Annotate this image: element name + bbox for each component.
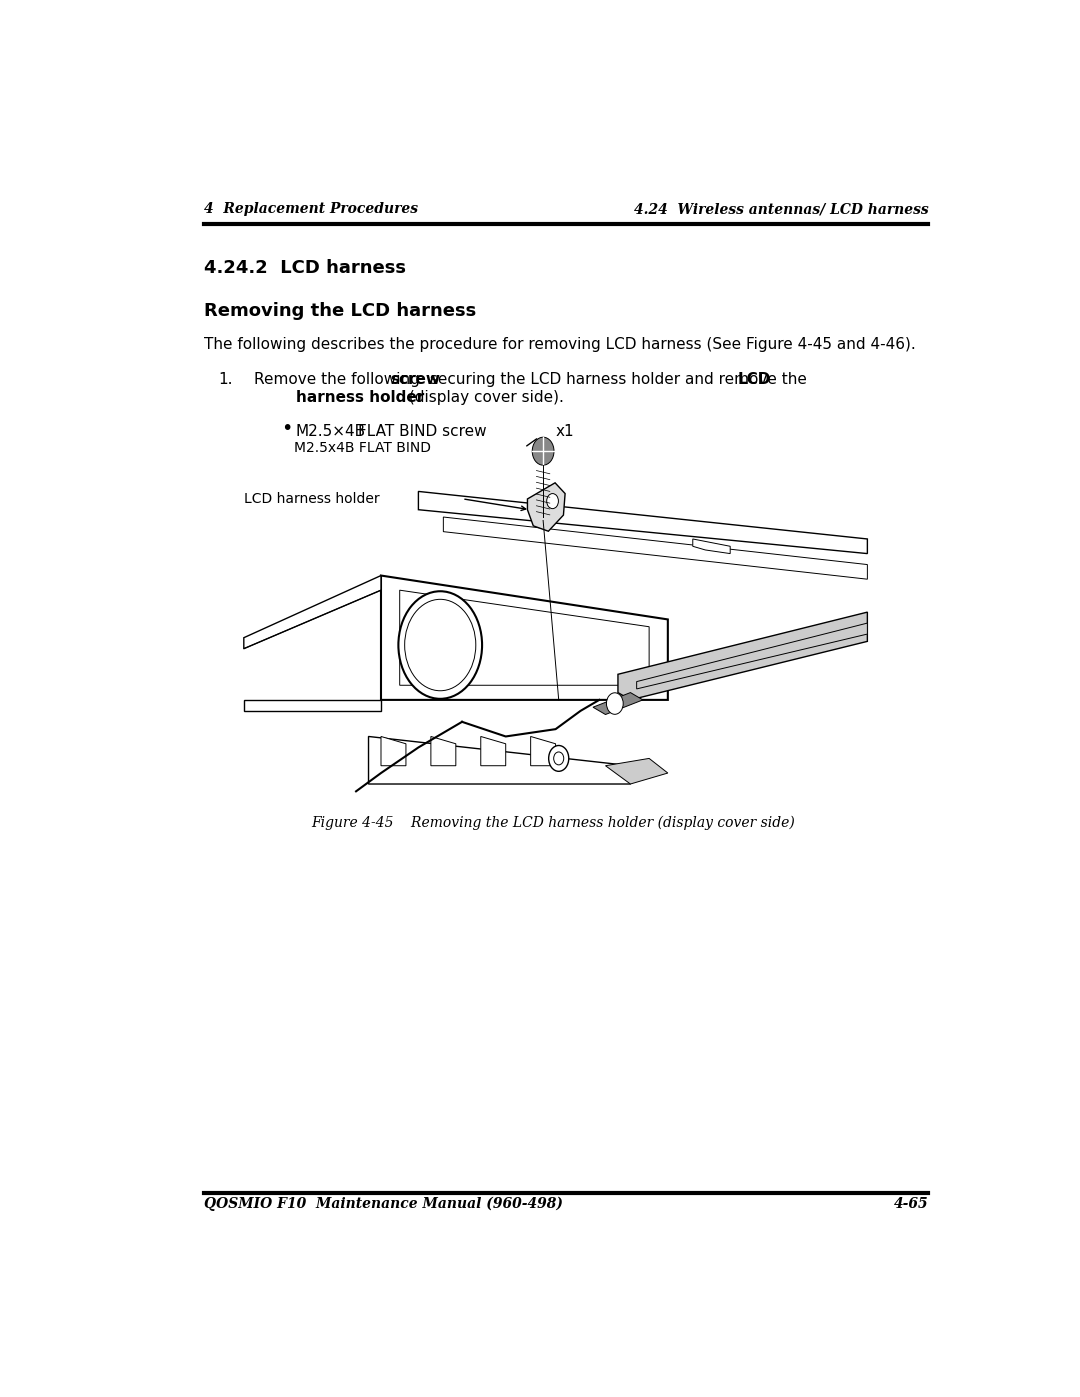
Circle shape — [549, 746, 569, 771]
Text: 4.24.2  LCD harness: 4.24.2 LCD harness — [204, 258, 406, 277]
Text: screw: screw — [391, 372, 441, 387]
Polygon shape — [368, 736, 631, 784]
Text: Figure 4-45    Removing the LCD harness holder (display cover side): Figure 4-45 Removing the LCD harness hol… — [312, 816, 795, 830]
Circle shape — [399, 591, 482, 698]
Polygon shape — [381, 576, 667, 700]
Text: Removing the LCD harness: Removing the LCD harness — [204, 302, 476, 320]
Text: QOSMIO F10  Maintenance Manual (960-498): QOSMIO F10 Maintenance Manual (960-498) — [204, 1197, 563, 1211]
Polygon shape — [244, 576, 381, 648]
Polygon shape — [593, 693, 643, 714]
Text: •: • — [281, 419, 292, 439]
Polygon shape — [431, 736, 456, 766]
Polygon shape — [636, 623, 867, 689]
Polygon shape — [606, 759, 667, 784]
Text: M2.5×4B: M2.5×4B — [296, 423, 366, 439]
Polygon shape — [444, 517, 867, 580]
Circle shape — [554, 752, 564, 766]
Text: LCD: LCD — [738, 372, 771, 387]
Polygon shape — [400, 590, 649, 686]
Polygon shape — [381, 736, 406, 766]
Polygon shape — [692, 539, 730, 553]
Text: 4.24  Wireless antennas/ LCD harness: 4.24 Wireless antennas/ LCD harness — [634, 203, 929, 217]
Text: 4  Replacement Procedures: 4 Replacement Procedures — [204, 203, 418, 217]
Polygon shape — [481, 736, 505, 766]
Text: The following describes the procedure for removing LCD harness (See Figure 4-45 : The following describes the procedure fo… — [204, 337, 916, 352]
Text: 1.: 1. — [218, 372, 233, 387]
Text: x1: x1 — [555, 423, 573, 439]
Circle shape — [546, 493, 558, 509]
Polygon shape — [527, 483, 565, 531]
Circle shape — [607, 693, 623, 714]
Polygon shape — [418, 492, 867, 553]
Circle shape — [405, 599, 476, 690]
Text: LCD harness holder: LCD harness holder — [244, 492, 379, 506]
Text: M2.5x4B FLAT BIND: M2.5x4B FLAT BIND — [294, 440, 431, 454]
Text: Remove the following: Remove the following — [254, 372, 424, 387]
Text: (display cover side).: (display cover side). — [404, 390, 564, 405]
Circle shape — [532, 437, 554, 465]
Polygon shape — [530, 736, 555, 766]
Polygon shape — [244, 700, 381, 711]
Text: 4-65: 4-65 — [894, 1197, 929, 1211]
Text: harness holder: harness holder — [254, 390, 424, 405]
Text: FLAT BIND screw: FLAT BIND screw — [359, 423, 487, 439]
Polygon shape — [618, 612, 867, 700]
Text: securing the LCD harness holder and remove the: securing the LCD harness holder and remo… — [424, 372, 811, 387]
